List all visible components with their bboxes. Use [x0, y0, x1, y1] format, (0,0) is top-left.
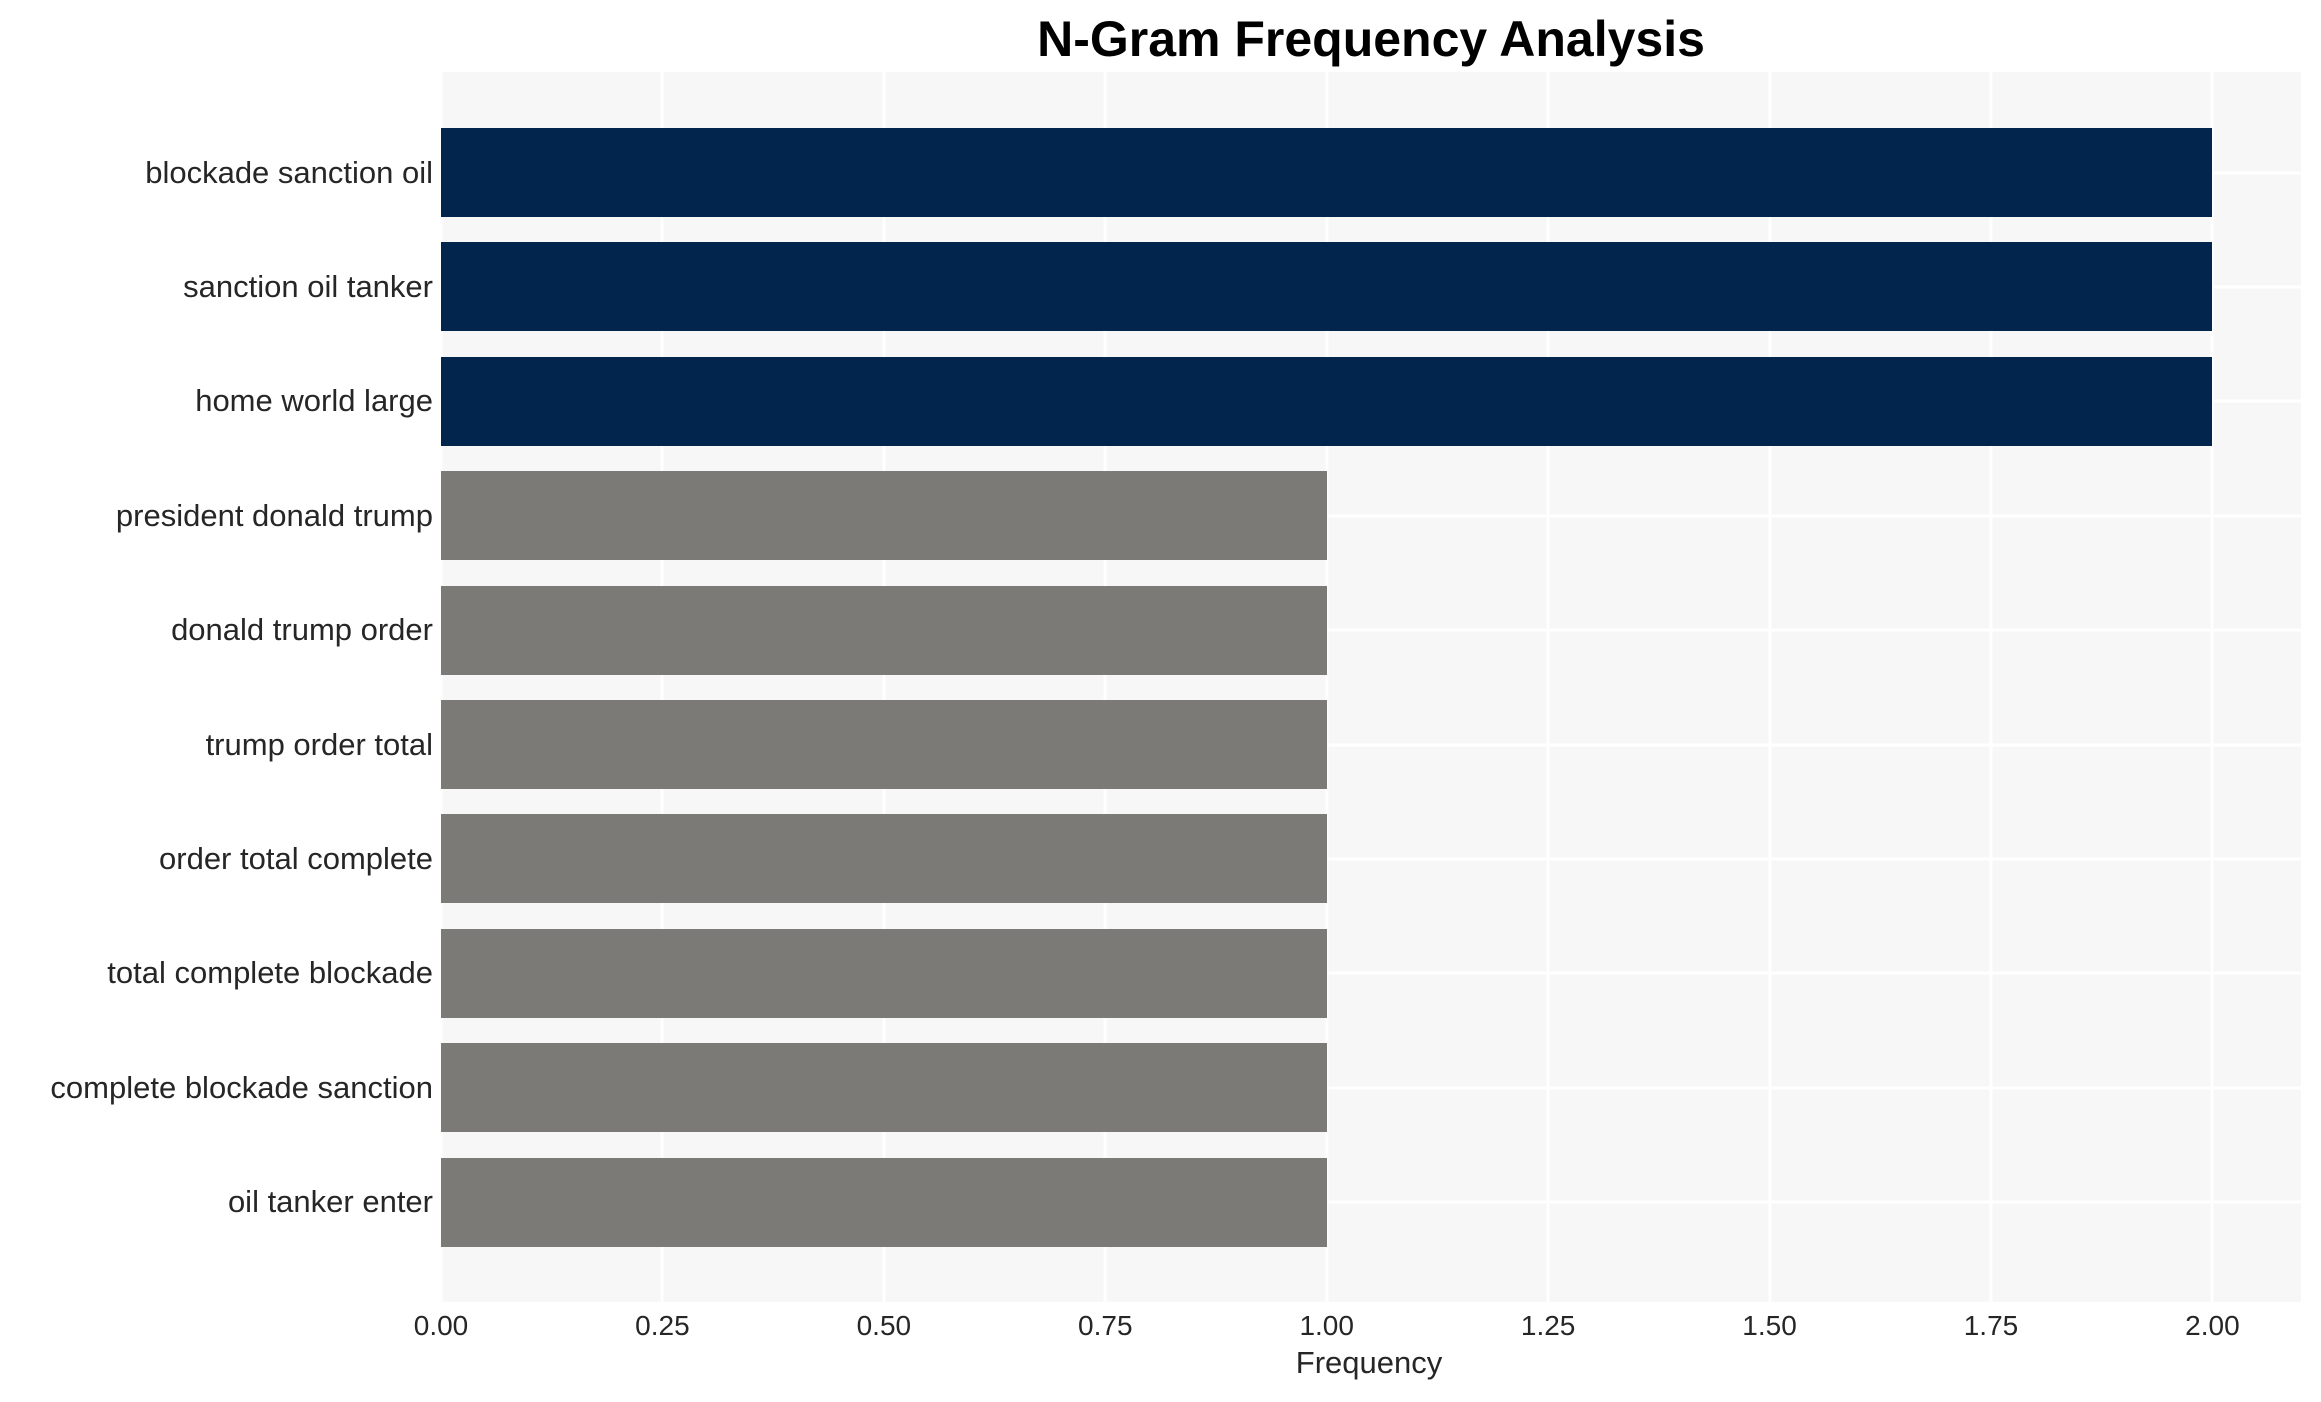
bar-complete-blockade-sanction — [441, 1043, 1327, 1133]
y-tick-label: complete blockade sanction — [50, 1069, 433, 1105]
bar-order-total-complete — [441, 814, 1327, 904]
x-tick-label: 0.75 — [1078, 1310, 1133, 1341]
horizontal-gridline — [441, 1200, 2301, 1204]
x-tick-label: 0.00 — [413, 1310, 469, 1341]
x-tick-label: 0.50 — [856, 1310, 912, 1341]
bar-blockade-sanction-oil — [441, 128, 2213, 217]
horizontal-gridline — [441, 743, 2301, 746]
x-tick-label: 2.00 — [2185, 1310, 2240, 1341]
bar-donald-trump-order — [441, 585, 1327, 675]
y-tick-label: order total complete — [159, 840, 433, 876]
vertical-gridline — [1989, 72, 1993, 1302]
x-tick-label: 1.75 — [1963, 1310, 2019, 1341]
vertical-gridline — [439, 72, 443, 1302]
bar-sanction-oil-tanker — [441, 242, 2213, 332]
x-axis-label: Frequency — [1295, 1345, 1443, 1380]
y-tick-label: blockade sanction oil — [145, 154, 433, 190]
vertical-gridline — [1546, 72, 1550, 1302]
bar-president-donald-trump — [441, 471, 1327, 561]
bar-total-complete-blockade — [441, 928, 1327, 1018]
y-tick-label: donald trump order — [171, 612, 433, 648]
horizontal-gridline — [441, 971, 2301, 975]
horizontal-gridline — [441, 628, 2301, 632]
y-tick-label: oil tanker enter — [227, 1184, 433, 1220]
x-tick-label: 1.00 — [1299, 1310, 1354, 1341]
bar-home-world-large — [441, 356, 2213, 446]
horizontal-gridline — [441, 1086, 2301, 1090]
plot-area — [439, 72, 2301, 1302]
y-tick-label: home world large — [195, 383, 433, 419]
vertical-gridline — [1103, 72, 1107, 1302]
vertical-gridline — [1325, 72, 1329, 1302]
chart-title: N-Gram Frequency Analysis — [1037, 11, 1705, 67]
horizontal-gridline — [441, 514, 2301, 518]
y-tick-label: president donald trump — [115, 497, 433, 533]
x-tick-label: 1.50 — [1742, 1310, 1797, 1341]
vertical-gridline — [882, 72, 886, 1302]
bar-trump-order-total — [441, 700, 1327, 789]
x-tick-label: 1.25 — [1520, 1310, 1576, 1341]
y-tick-label: sanction oil tanker — [183, 268, 433, 304]
vertical-gridline — [2210, 72, 2214, 1302]
y-tick-label: trump order total — [205, 726, 433, 762]
x-tick-label: 0.25 — [635, 1310, 690, 1341]
vertical-gridline — [660, 72, 664, 1302]
y-tick-label: total complete blockade — [107, 955, 433, 991]
horizontal-gridline — [441, 857, 2301, 861]
bar-oil-tanker-enter — [441, 1157, 1327, 1247]
vertical-gridline — [1768, 72, 1772, 1302]
